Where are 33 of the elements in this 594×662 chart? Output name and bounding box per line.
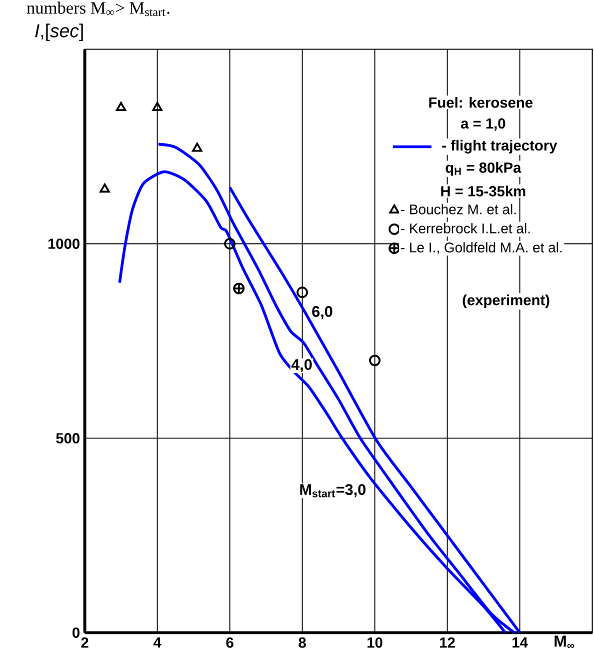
annotation: H = 15-35km: [441, 186, 526, 196]
y-tick-label: 500: [56, 433, 80, 444]
point: [192, 142, 202, 152]
point: [100, 184, 110, 193]
point: [116, 102, 126, 111]
series-label: 4,0: [291, 359, 312, 372]
annotation: (experiment): [462, 294, 550, 308]
annotation: Fuel: kerosene: [429, 96, 532, 108]
point: [224, 238, 236, 250]
x-tick-label: 8: [298, 637, 306, 648]
x-tick-label: 2: [81, 637, 88, 648]
x-tick-label: 4: [153, 637, 162, 648]
legend-label: - Kerrebrock I.L.et al.: [400, 223, 530, 234]
y-axis-title: I,[sec]: [35, 24, 83, 42]
x-axis-title: M$_{∞}$: [554, 636, 574, 648]
legend-label: - Le I., Goldfeld M.A. et al.: [400, 242, 562, 254]
y-tick-label: 0: [72, 628, 80, 638]
series-label: M$_{start}$=3,0: [300, 484, 366, 498]
series-label: 6,0: [312, 306, 332, 320]
text: numbers M$_{∞}$> M$_{start}$.: [26, 2, 170, 16]
y-tick-label: 1000: [48, 238, 80, 249]
x-tick-label: 12: [440, 637, 455, 648]
x-tick-label: 10: [367, 637, 382, 648]
x-tick-label: 14: [512, 637, 528, 648]
x-tick-label: 6: [226, 637, 234, 648]
annotation: a = 1,0: [460, 118, 506, 131]
annotation: - flight trajectory: [442, 140, 558, 154]
point: [368, 354, 380, 366]
point: [152, 102, 162, 111]
legend-label: - Bouchez M. et al.: [400, 204, 516, 214]
point: [296, 286, 308, 298]
annotation: q$_{H}$ = 80kPa: [446, 162, 522, 176]
point: [232, 282, 244, 294]
